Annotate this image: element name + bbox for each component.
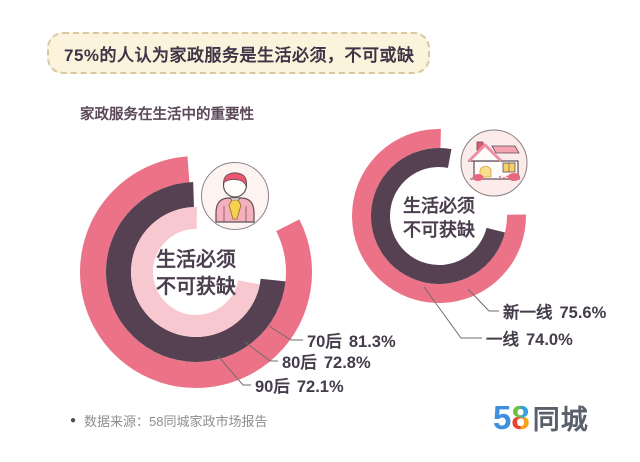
leader-line-new-tier1 bbox=[467, 288, 499, 312]
ring-label-post-80: 80后 72.8% bbox=[282, 354, 371, 372]
donut-chart-right bbox=[352, 129, 526, 303]
person-icon bbox=[201, 162, 269, 230]
ring-new-tier1 bbox=[352, 129, 526, 303]
leader-line-post-80 bbox=[244, 341, 278, 362]
headline-text: 75%的人认为家政服务是生活必须，不可或缺 bbox=[64, 45, 415, 65]
donut-center-label-left: 生活必须 不可获缺 bbox=[116, 247, 276, 301]
center-label-line1: 生活必须 bbox=[156, 249, 236, 271]
ring-post-90 bbox=[131, 207, 261, 337]
center-label-line1: 生活必须 bbox=[403, 196, 475, 216]
center-label-line2: 不可获缺 bbox=[403, 220, 475, 240]
leader-line-post-90 bbox=[217, 355, 251, 386]
source-text: 数据来源：58同城家政市场报告 bbox=[84, 414, 268, 429]
ring-label-post-70: 70后 81.3% bbox=[307, 333, 396, 351]
donut-center-label-right: 生活必须 不可获缺 bbox=[369, 194, 509, 242]
donut-chart-left bbox=[79, 156, 312, 388]
ring-label-new-tier1: 新一线 75.6% bbox=[503, 304, 607, 322]
leader-lines bbox=[217, 286, 499, 386]
ring-label-tier1: 一线 74.0% bbox=[486, 331, 573, 349]
data-source: ● 数据来源：58同城家政市场报告 bbox=[70, 411, 268, 430]
leader-line-post-70 bbox=[268, 325, 303, 341]
headline-banner: 75%的人认为家政服务是生活必须，不可或缺 bbox=[47, 32, 430, 74]
logo-text-tongcheng: 同城 bbox=[532, 405, 589, 435]
ring-tier1 bbox=[371, 148, 507, 284]
logo-digit-8: 8 bbox=[511, 399, 530, 436]
ring-post-80 bbox=[106, 182, 286, 362]
leader-line-tier1 bbox=[423, 286, 482, 339]
ring-label-post-90: 90后 72.1% bbox=[255, 378, 344, 396]
chart-title: 家政服务在生活中的重要性 bbox=[80, 107, 254, 123]
center-label-line2: 不可获缺 bbox=[156, 276, 236, 298]
logo-digit-5: 5 bbox=[493, 399, 512, 436]
ring-post-70 bbox=[79, 156, 312, 388]
logo-58tongcheng: 5 8 同城 bbox=[493, 401, 589, 434]
source-bullet-icon: ● bbox=[70, 414, 77, 426]
house-icon bbox=[460, 129, 528, 197]
